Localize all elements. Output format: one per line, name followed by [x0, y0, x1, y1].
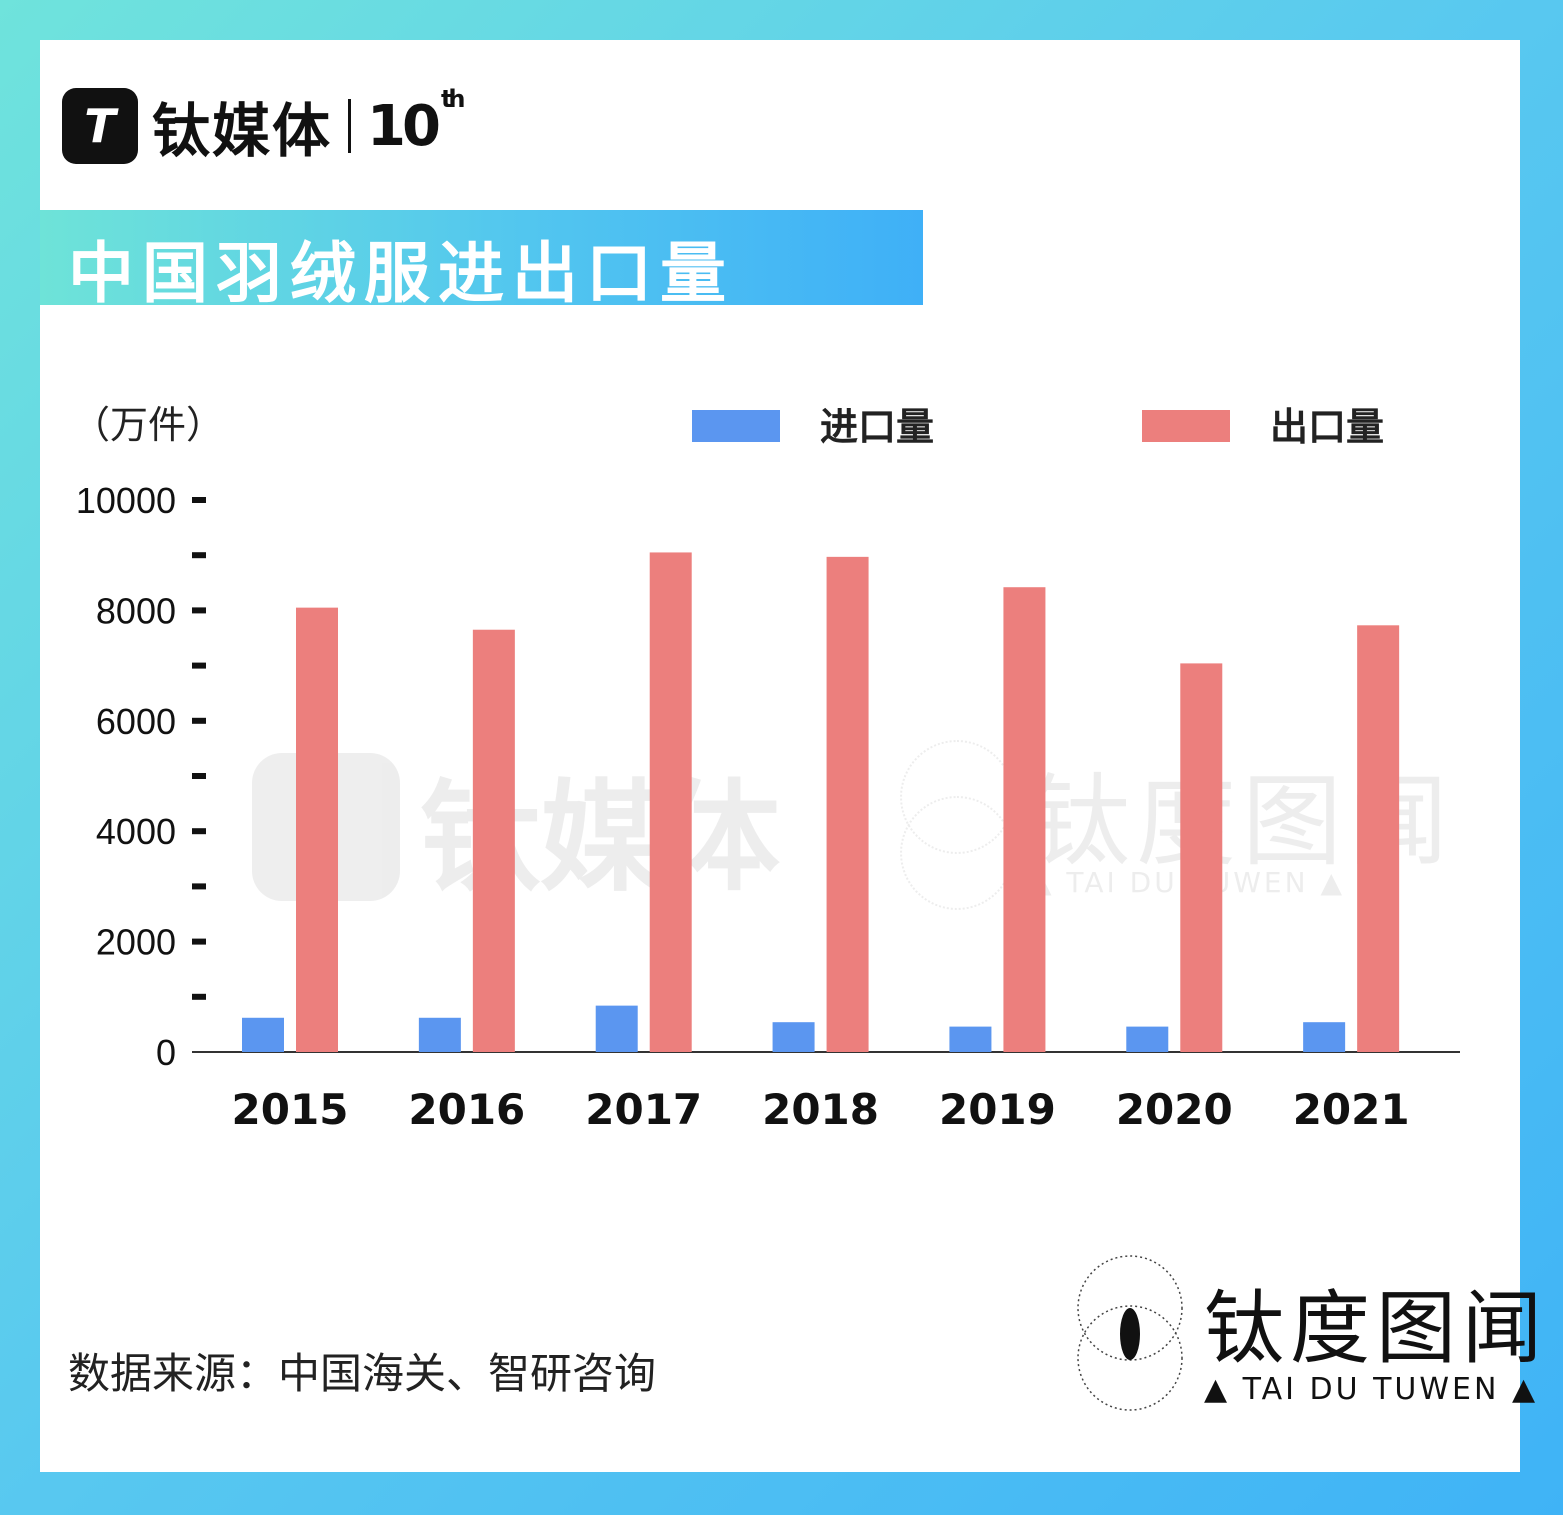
bar-import-2016: [418, 1017, 461, 1052]
y-tick-mark: [192, 828, 206, 835]
y-tick-mark: [192, 552, 206, 559]
legend-label-import: 进口量: [820, 405, 934, 449]
brand-name: 钛度图闻: [1204, 1282, 1548, 1375]
y-tick-label: 8000: [96, 590, 176, 631]
brand-mark: 钛度图闻 ▲ TAI DU TUWEN ▲: [1076, 1254, 1542, 1414]
logo-name: 钛媒体: [152, 97, 333, 165]
logo-divider: [348, 99, 352, 153]
y-tick-label: 0: [156, 1032, 176, 1073]
eye-logo-icon: [1077, 1255, 1183, 1411]
y-tick-label: 2000: [96, 922, 176, 963]
x-tick-label: 2015: [232, 1085, 349, 1134]
tmtpost-logo-icon: T: [62, 88, 138, 164]
bar-chart: （万件） 进口量 出口量 0 2000 4000 6000 8000 10000 2015 2016…: [72, 403, 1460, 1134]
y-axis-unit: （万件）: [72, 403, 224, 447]
y-tick-mark: [192, 717, 206, 724]
bar-export-2019: [1003, 587, 1046, 1052]
x-tick-label: 2017: [585, 1085, 702, 1134]
y-tick-mark: [192, 497, 206, 503]
bar-export-2018: [826, 556, 869, 1052]
bar-import-2020: [1126, 1026, 1169, 1052]
y-tick-mark: [192, 773, 206, 779]
y-tick-mark: [192, 662, 206, 669]
bar-import-2021: [1303, 1022, 1346, 1052]
bar-export-2021: [1357, 625, 1400, 1052]
legend-swatch-import: [692, 410, 780, 442]
bar-export-2017: [649, 552, 692, 1052]
y-tick-mark: [192, 607, 206, 614]
bar-export-2016: [472, 629, 515, 1052]
y-tick-mark: [192, 883, 206, 890]
y-tick-mark: [192, 938, 206, 945]
y-tick-label: 10000: [76, 480, 176, 521]
x-tick-label: 2018: [762, 1085, 879, 1134]
y-tick-label: 4000: [96, 811, 176, 852]
title-band: 中国羽绒服进出口量: [40, 210, 923, 312]
brand-subtitle: ▲ TAI DU TUWEN ▲: [1204, 1372, 1539, 1407]
bar-import-2019: [949, 1026, 992, 1052]
bar-export-2020: [1180, 663, 1223, 1052]
data-source: 数据来源：中国海关、智研咨询: [68, 1349, 657, 1398]
x-tick-label: 2016: [408, 1085, 525, 1134]
bar-import-2017: [595, 1005, 638, 1052]
y-tick-label: 6000: [96, 701, 176, 742]
chart-title: 中国羽绒服进出口量: [68, 235, 734, 312]
legend-swatch-export: [1142, 410, 1230, 442]
x-tick-label: 2019: [939, 1085, 1056, 1134]
bar-import-2018: [772, 1022, 815, 1052]
x-tick-label: 2021: [1293, 1085, 1410, 1134]
bar-export-2015: [296, 607, 338, 1052]
legend-label-export: 出口量: [1270, 405, 1384, 449]
bar-import-2015: [242, 1017, 284, 1052]
x-tick-label: 2020: [1116, 1085, 1233, 1134]
y-tick-mark: [192, 993, 206, 1000]
